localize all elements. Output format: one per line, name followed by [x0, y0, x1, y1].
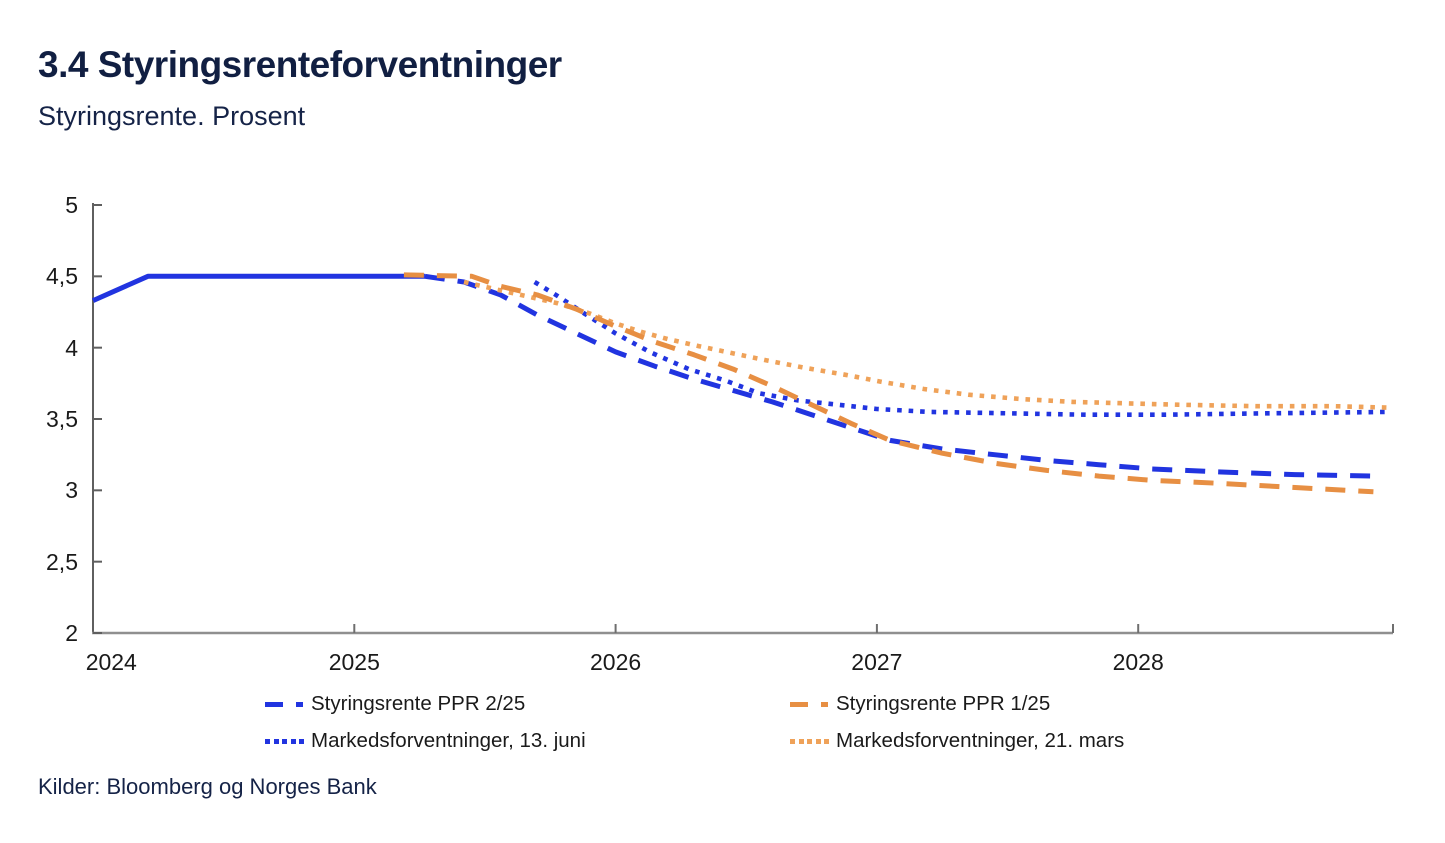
swatch-long-dash [265, 701, 283, 707]
legend-label: Markedsforventninger, 21. mars [836, 729, 1125, 752]
legend-label: Styringsrente PPR 2/25 [311, 692, 526, 715]
swatch-dot [282, 738, 287, 744]
legend-item-styringsrente-ppr-1-25: Styringsrente PPR 1/25 [790, 692, 1050, 716]
y-axis-label: 4,5 [46, 263, 78, 290]
x-axis-label: 2024 [85, 649, 137, 675]
swatch-dot [265, 738, 270, 744]
legend-swatch-orange-dash [790, 701, 836, 707]
series-line-markedsforventninger-21-mars-dot [463, 279, 1390, 410]
legend-swatch-blue-dash [265, 701, 311, 707]
source-note: Kilder: Bloomberg og Norges Bank [38, 774, 377, 799]
page-subtitle: Styringsrente. Prosent [38, 101, 306, 131]
swatch-dot [290, 738, 296, 744]
swatch-dot [798, 738, 804, 744]
swatch-dot [815, 738, 821, 744]
x-axis-label: 2028 [1112, 649, 1164, 675]
y-axis-label: 4 [65, 334, 78, 361]
y-axis-label: 2,5 [46, 548, 78, 575]
y-axis-label: 2 [65, 620, 78, 646]
legend-swatch-orange-dot [790, 738, 836, 744]
x-axis-label: 2025 [328, 649, 380, 675]
legend-item-markedsforventninger-13-juni: Markedsforventninger, 13. juni [265, 729, 586, 753]
swatch-dot [273, 738, 279, 744]
series-line-styringsrente-ppr-1-25-dash [403, 272, 1374, 495]
x-axis-label: 2027 [851, 649, 903, 675]
swatch-dot [807, 738, 812, 744]
swatch-short-dash [296, 701, 303, 707]
page-title: 3.4 Styringsrenteforventninger [38, 44, 562, 85]
legend-label: Styringsrente PPR 1/25 [836, 692, 1051, 715]
legend-item-styringsrente-ppr-2-25: Styringsrente PPR 2/25 [265, 692, 525, 716]
series-line-styringsrente-ppr-2-25-dash [424, 273, 1374, 479]
y-axis-label: 3 [65, 477, 78, 504]
swatch-dot [299, 738, 304, 744]
series-line-styringsrente-ppr-2-25-solid [91, 273, 425, 303]
swatch-long-dash [790, 701, 808, 707]
legend-item-markedsforventninger-21-mars: Markedsforventninger, 21. mars [790, 729, 1124, 753]
legend-swatch-blue-dot [265, 738, 311, 744]
y-axis-label: 5 [65, 192, 78, 218]
legend-label: Markedsforventninger, 13. juni [311, 729, 586, 752]
swatch-short-dash [821, 701, 828, 707]
swatch-dot [790, 738, 795, 744]
x-axis-label: 2026 [590, 649, 642, 675]
swatch-dot [824, 738, 829, 744]
series-line-markedsforventninger-13-juni-dot [533, 280, 1390, 418]
y-axis-label: 3,5 [46, 406, 78, 432]
